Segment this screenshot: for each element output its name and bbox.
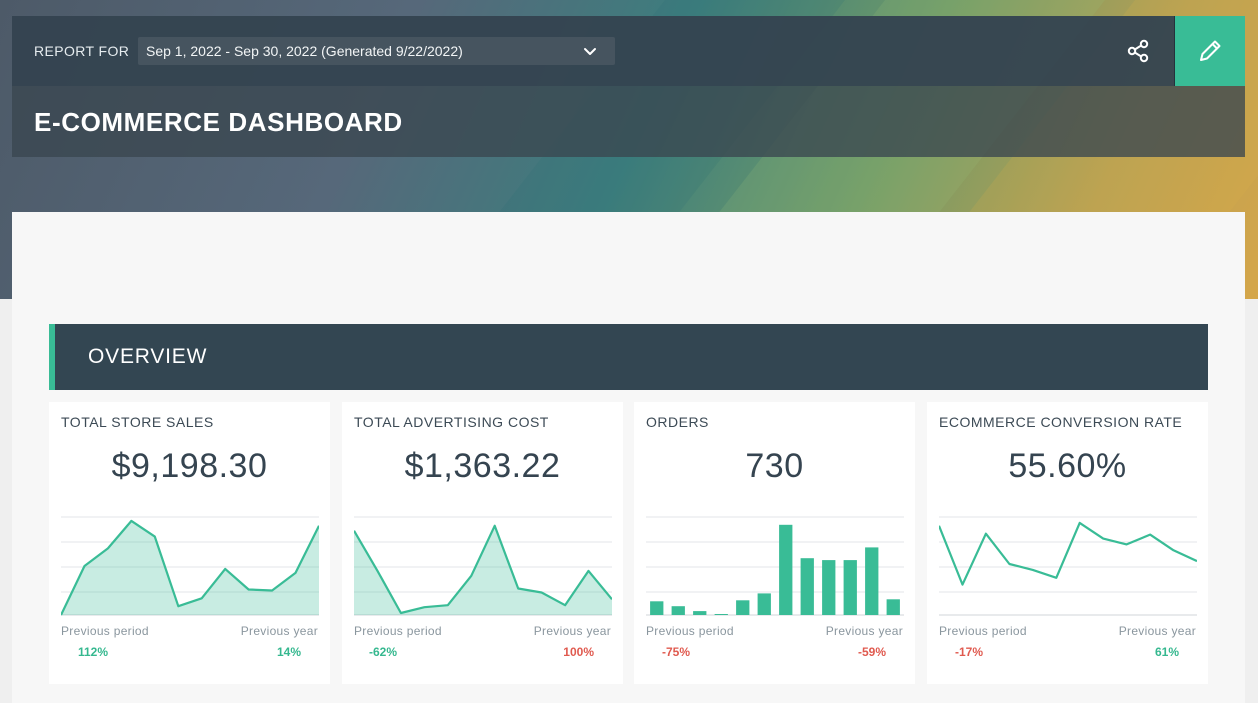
bar <box>822 560 836 615</box>
previous-year-value: -59% <box>857 645 886 659</box>
share-button[interactable] <box>1125 38 1151 64</box>
previous-year-label: Previous year <box>240 624 318 638</box>
series-line <box>354 524 612 615</box>
date-range-value: Sep 1, 2022 - Sep 30, 2022 (Generated 9/… <box>146 43 463 59</box>
kpi-value: 730 <box>745 447 804 485</box>
previous-year-value: 100% <box>563 645 594 659</box>
edit-button[interactable] <box>1175 16 1245 86</box>
bar <box>671 606 685 615</box>
bar <box>779 524 793 615</box>
kpi-value: 55.60% <box>1008 447 1127 485</box>
series-line <box>61 519 319 616</box>
previous-year-value: 61% <box>1154 645 1179 659</box>
previous-period-value: 112% <box>78 645 109 659</box>
sparkline-chart <box>61 516 319 616</box>
bar <box>757 593 771 615</box>
section-title: OVERVIEW <box>88 345 208 368</box>
previous-period-value: -62% <box>369 645 398 659</box>
previous-year-label: Previous year <box>533 624 611 638</box>
previous-period-label: Previous period <box>939 624 1027 638</box>
card-title: TOTAL ADVERTISING COST <box>354 414 549 430</box>
previous-period-label: Previous period <box>61 624 149 638</box>
report-for-label: REPORT FOR <box>34 43 130 59</box>
previous-period-value: -17% <box>955 645 984 659</box>
section-accent <box>49 324 55 390</box>
toolbar-divider <box>1174 16 1175 86</box>
line-chart <box>939 516 1197 616</box>
page-title: E-COMMERCE DASHBOARD <box>34 107 403 137</box>
report-toolbar: REPORT FOR Sep 1, 2022 - Sep 30, 2022 (G… <box>12 16 1245 86</box>
date-range-dropdown[interactable]: Sep 1, 2022 - Sep 30, 2022 (Generated 9/… <box>138 37 615 65</box>
card-title: ORDERS <box>646 414 709 430</box>
previous-period-value: -75% <box>662 645 691 659</box>
dashboard-panel: OVERVIEW TOTAL STORE SALES $9,198.30 Pre… <box>12 212 1245 703</box>
bar <box>843 560 857 615</box>
bar <box>886 599 900 615</box>
bar <box>693 611 707 615</box>
sparkline-chart <box>354 516 612 616</box>
share-icon <box>1127 39 1149 63</box>
title-bar: E-COMMERCE DASHBOARD <box>12 86 1245 157</box>
kpi-card-ecommerce-conversion-rate[interactable]: ECOMMERCE CONVERSION RATE 55.60% Previou… <box>927 402 1208 684</box>
bar <box>800 558 814 615</box>
area-fill <box>61 520 319 615</box>
card-title: ECOMMERCE CONVERSION RATE <box>939 414 1183 430</box>
kpi-value: $1,363.22 <box>404 447 561 485</box>
pencil-icon <box>1200 40 1221 61</box>
previous-period-label: Previous period <box>354 624 442 638</box>
series-line <box>939 521 1197 586</box>
kpi-value: $9,198.30 <box>111 447 268 485</box>
kpi-card-total-store-sales[interactable]: TOTAL STORE SALES $9,198.30 Previous per… <box>49 402 330 684</box>
bar <box>650 601 664 615</box>
area-fill <box>354 525 612 615</box>
previous-period-label: Previous period <box>646 624 734 638</box>
bar-chart <box>646 516 904 616</box>
chevron-down-icon <box>584 48 596 55</box>
kpi-card-orders[interactable]: ORDERS 730 Previous period Previous year… <box>634 402 915 684</box>
kpi-card-total-advertising-cost[interactable]: TOTAL ADVERTISING COST $1,363.22 Previou… <box>342 402 623 684</box>
previous-year-label: Previous year <box>825 624 903 638</box>
bar <box>714 614 728 615</box>
bar <box>865 547 879 615</box>
previous-year-value: 14% <box>276 645 301 659</box>
section-header: OVERVIEW <box>49 324 1208 390</box>
previous-year-label: Previous year <box>1118 624 1196 638</box>
card-title: TOTAL STORE SALES <box>61 414 214 430</box>
bar <box>736 600 750 615</box>
